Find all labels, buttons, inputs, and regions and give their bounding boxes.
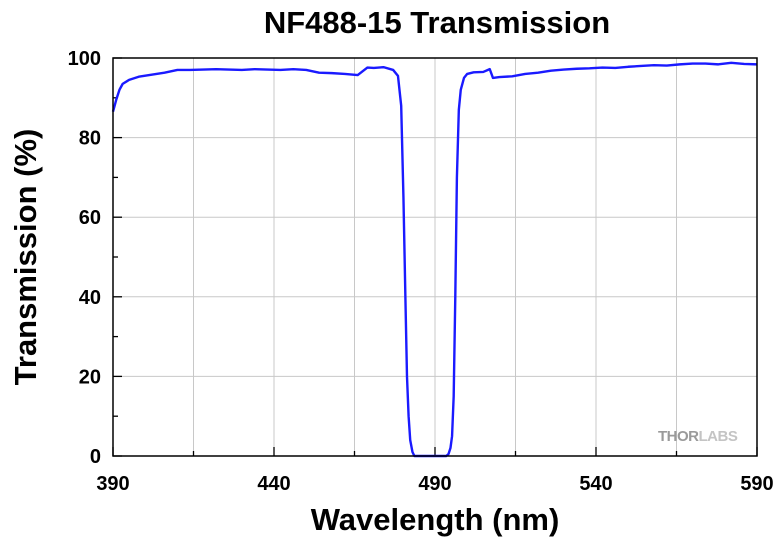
x-tick-label: 490: [418, 473, 451, 495]
plot-frame: [112, 57, 758, 457]
watermark-part1: THOR: [658, 428, 699, 445]
watermark: THORLABS: [658, 428, 738, 445]
x-tick-label: 440: [257, 473, 290, 495]
x-axis-title: Wavelength (nm): [311, 502, 560, 537]
chart-title: NF488-15 Transmission: [264, 5, 610, 40]
svg-text:THORLABS: THORLABS: [658, 428, 738, 445]
y-tick-label: 60: [79, 207, 101, 229]
x-tick-label: 540: [579, 473, 612, 495]
x-tick-label: 590: [740, 473, 773, 495]
y-tick-label: 80: [79, 128, 101, 150]
tick-labels: 390 440 490 540 590 0 20 40 60 80 100: [68, 48, 774, 495]
y-tick-label: 40: [79, 287, 101, 309]
watermark-part2: LABS: [699, 428, 738, 445]
grid: [113, 58, 757, 456]
y-tick-label: 20: [79, 366, 101, 388]
y-tick-label: 0: [90, 446, 101, 468]
y-axis-title: Transmission (%): [8, 129, 43, 386]
x-tick-label: 390: [96, 473, 129, 495]
y-tick-label: 100: [68, 48, 101, 70]
